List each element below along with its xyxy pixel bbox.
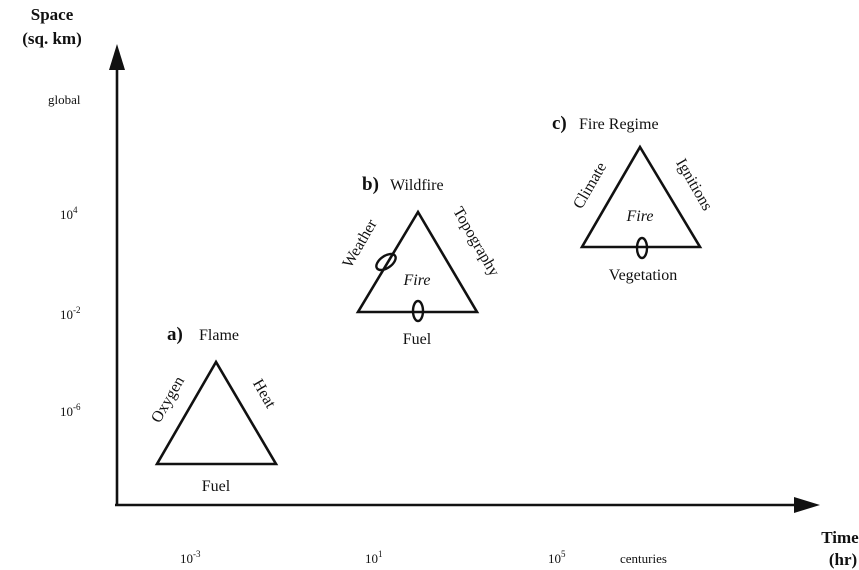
base: 10 [548,551,561,566]
center-label: Fire [626,208,654,225]
y-arrow [109,44,125,70]
link-ellipse [411,299,425,323]
link-ellipse [375,252,397,272]
link-ellipse [635,236,649,260]
triangle-letter: c) [552,113,567,134]
y-tick-label: 10-2 [60,305,81,322]
triangle-letter: a) [167,324,183,345]
side-label: Ignitions [672,156,715,214]
base: 10 [180,551,193,566]
side-label: Topography [449,204,502,279]
base: 10 [60,307,73,322]
x-axis-label: Time [821,528,859,547]
triangle [579,144,703,249]
exp: -3 [193,549,201,559]
y-axis-label: (sq. km) [22,29,82,48]
y-tick-label: 10-6 [60,402,81,419]
x-tick-label: 101 [365,549,383,566]
base: 10 [365,551,378,566]
triangle-title: Fire Regime [579,116,659,133]
x-axis-label: (hr) [829,550,857,569]
triangle-letter: b) [362,174,379,195]
y-tick-label: global [48,92,81,107]
side-label: Fuel [403,331,432,348]
x-tick-label: 105 [548,549,566,566]
exp: 4 [73,205,78,215]
side-label: Heat [249,376,279,411]
x-arrow [794,497,820,513]
exp: -6 [73,402,81,412]
side-label: Weather [340,216,382,271]
exp: 5 [561,549,566,559]
side-label: Vegetation [609,267,677,284]
base: 10 [60,404,73,419]
side-label: Fuel [202,478,231,495]
x-tick-label: 10-3 [180,549,201,566]
exp: 1 [378,549,383,559]
x-tick-label: centuries [620,551,667,566]
triangle-title: Wildfire [390,177,444,194]
center-label: Fire [403,272,431,289]
triangle [355,209,480,314]
triangle-title: Flame [199,327,239,344]
y-tick-label: 104 [60,205,78,222]
y-axis-label: Space [31,5,74,24]
side-label: Climate [570,160,610,212]
exp: -2 [73,305,81,315]
triangle [154,359,279,466]
base: 10 [60,207,73,222]
